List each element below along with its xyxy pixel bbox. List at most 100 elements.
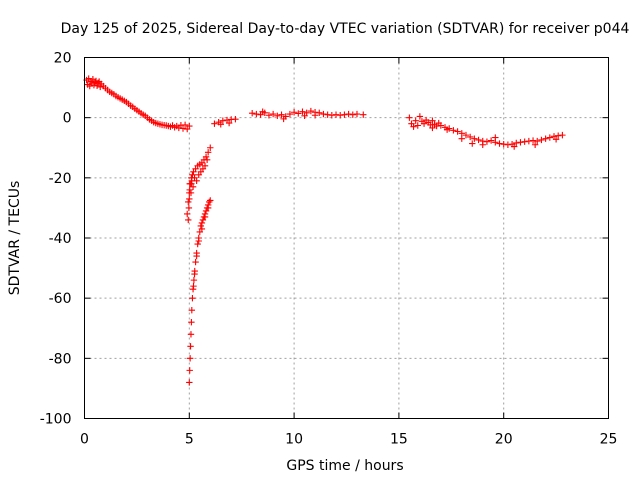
data-point	[197, 222, 205, 230]
sdtvar-series	[83, 75, 566, 386]
data-point	[93, 82, 101, 89]
data-point	[186, 189, 193, 197]
data-point	[475, 136, 482, 144]
data-point	[471, 135, 478, 142]
data-point	[414, 122, 421, 129]
data-point	[198, 219, 206, 227]
data-point	[290, 109, 298, 116]
data-point	[225, 119, 233, 127]
data-point	[479, 141, 486, 148]
data-point	[201, 162, 209, 169]
data-point	[186, 195, 193, 203]
data-point	[332, 111, 340, 118]
plot-frame	[84, 57, 609, 419]
data-point	[204, 204, 212, 212]
data-point	[193, 177, 200, 185]
data-point	[185, 204, 193, 212]
data-point	[269, 110, 277, 118]
data-point	[184, 210, 191, 218]
data-point	[559, 131, 566, 139]
data-point	[207, 197, 214, 204]
data-point	[517, 139, 524, 146]
data-point	[259, 108, 266, 115]
data-point	[466, 133, 474, 141]
data-point	[232, 115, 239, 123]
data-point	[510, 143, 518, 150]
data-point	[349, 111, 356, 118]
data-point	[181, 121, 189, 129]
data-point	[295, 110, 302, 117]
data-point	[187, 343, 194, 350]
data-point	[410, 123, 417, 130]
data-point	[412, 117, 419, 124]
data-point	[469, 140, 476, 147]
x-tick-label: 0	[80, 432, 89, 448]
data-point	[187, 331, 195, 338]
data-point	[206, 198, 213, 206]
data-point	[189, 294, 196, 302]
data-point	[487, 137, 495, 144]
data-point	[416, 113, 424, 120]
data-point	[193, 252, 200, 260]
data-point	[360, 111, 367, 118]
data-point	[217, 121, 224, 128]
data-point	[207, 144, 214, 151]
data-point	[538, 136, 545, 144]
data-point	[429, 124, 436, 132]
data-point	[274, 112, 281, 120]
y-axis-title: SDTVAR / TECUs	[7, 181, 23, 296]
data-point	[529, 137, 537, 144]
data-point	[190, 282, 197, 290]
data-point	[492, 134, 499, 141]
y-tick-label: -40	[49, 231, 72, 247]
data-point	[204, 149, 212, 156]
chart-title: Day 125 of 2025, Sidereal Day-to-day VTE…	[61, 21, 630, 37]
data-point	[194, 240, 201, 248]
y-tick-label: 0	[63, 111, 72, 127]
data-point	[195, 237, 202, 245]
data-point	[337, 112, 344, 119]
data-point	[188, 180, 195, 188]
data-point	[185, 216, 192, 224]
data-point	[185, 198, 192, 206]
data-point	[450, 127, 457, 134]
x-axis-title: GPS time / hours	[286, 458, 403, 474]
data-point	[301, 112, 308, 120]
y-tick-label: -60	[49, 291, 72, 307]
data-point	[311, 112, 319, 119]
grid	[84, 57, 609, 419]
data-point	[188, 319, 195, 326]
data-point	[534, 137, 541, 145]
data-point	[483, 138, 491, 145]
data-point	[190, 276, 198, 284]
data-point	[320, 110, 327, 118]
y-tick-label: -100	[40, 412, 72, 428]
data-point	[186, 122, 193, 130]
data-point	[253, 110, 260, 118]
data-point	[443, 126, 451, 133]
data-point	[437, 122, 445, 129]
data-point	[97, 83, 104, 91]
data-point	[458, 130, 465, 137]
x-tick-label: 25	[600, 432, 618, 448]
data-point	[521, 138, 528, 145]
data-point	[429, 117, 436, 124]
data-point	[454, 128, 461, 135]
data-point	[203, 156, 211, 163]
data-point	[546, 134, 554, 141]
data-point	[513, 139, 520, 147]
data-point	[179, 125, 187, 132]
data-point	[462, 131, 470, 139]
y-tick-label: -80	[49, 351, 72, 367]
data-point	[211, 120, 218, 127]
data-point	[186, 379, 193, 386]
data-point	[542, 135, 549, 142]
data-point	[525, 137, 533, 145]
y-tick-label: 20	[54, 51, 72, 67]
data-point	[198, 225, 206, 233]
data-point	[286, 110, 294, 118]
y-tick-label: -20	[49, 171, 72, 187]
data-point	[458, 135, 465, 142]
data-point	[307, 107, 315, 115]
